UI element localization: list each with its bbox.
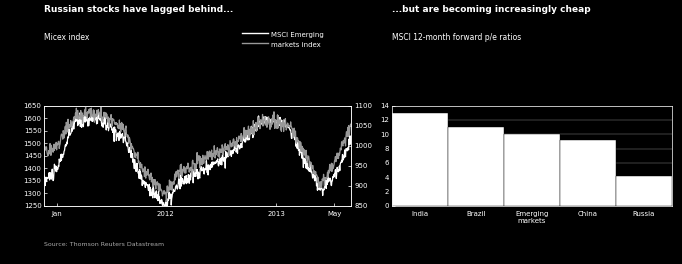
Bar (616, 176, 672, 206)
Text: Micex index: Micex index (44, 33, 90, 42)
Bar (392, 113, 448, 206)
Text: MSCI 12-month forward p/e ratios: MSCI 12-month forward p/e ratios (392, 33, 522, 42)
Text: Russian stocks have lagged behind...: Russian stocks have lagged behind... (44, 5, 233, 14)
Text: MSCI Emerging: MSCI Emerging (271, 32, 323, 38)
Text: Source: Thomson Reuters Datastream: Source: Thomson Reuters Datastream (44, 242, 164, 247)
Text: markets index: markets index (271, 42, 321, 48)
Bar (504, 134, 560, 206)
Bar (448, 127, 504, 206)
Text: ...but are becoming increasingly cheap: ...but are becoming increasingly cheap (392, 5, 591, 14)
Bar (560, 140, 616, 206)
